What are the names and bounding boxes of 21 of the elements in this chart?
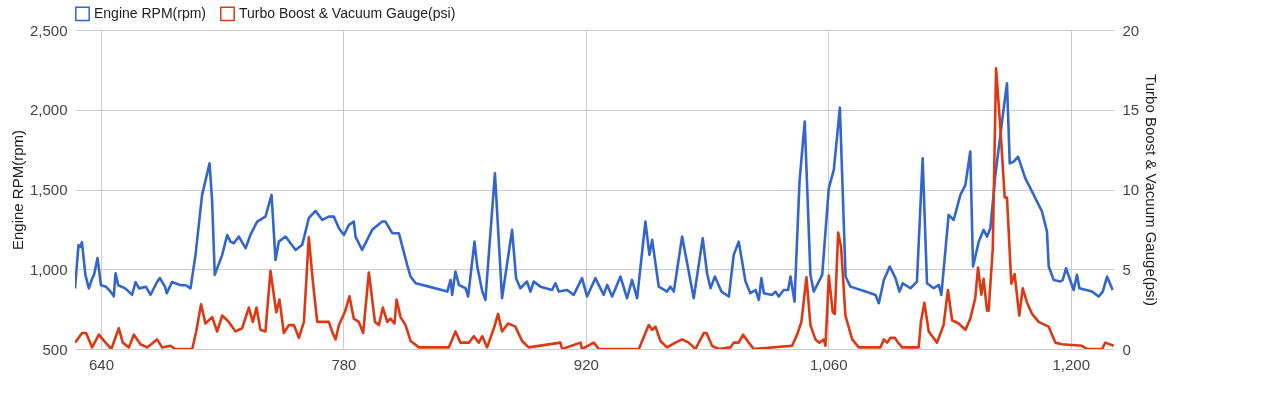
y2-tick-label: 5 [1122,260,1131,278]
y-tick-label: 1,000 [29,260,68,278]
x-tick-label: 1,200 [1052,355,1090,373]
y2-tick-label: 20 [1122,21,1140,39]
x-tick-label: 640 [88,355,114,373]
line-series [75,66,1114,349]
y-tick-label: 1,500 [29,181,68,198]
y2-tick-label: 10 [1122,181,1140,198]
y-tick-label: 2,500 [29,21,68,39]
y-tick-label: 500 [42,340,68,358]
x-tick-label: 780 [331,355,357,373]
legend-label: Turbo Boost & Vacuum Gauge(psi) [239,4,456,21]
y2-tick-label: 0 [1122,340,1131,358]
legend-label: Engine RPM(rpm) [94,4,207,21]
line-series [75,81,1114,305]
y2-tick-label: 15 [1122,101,1140,119]
y2-axis-title: Turbo Boost & Vacuum Gauge(psi) [1143,74,1161,306]
x-tick-label: 1,060 [810,355,848,373]
y-axis-title: Engine RPM(rpm) [8,129,26,251]
y-tick-label: 2,000 [29,101,68,119]
x-tick-label: 920 [573,355,599,373]
